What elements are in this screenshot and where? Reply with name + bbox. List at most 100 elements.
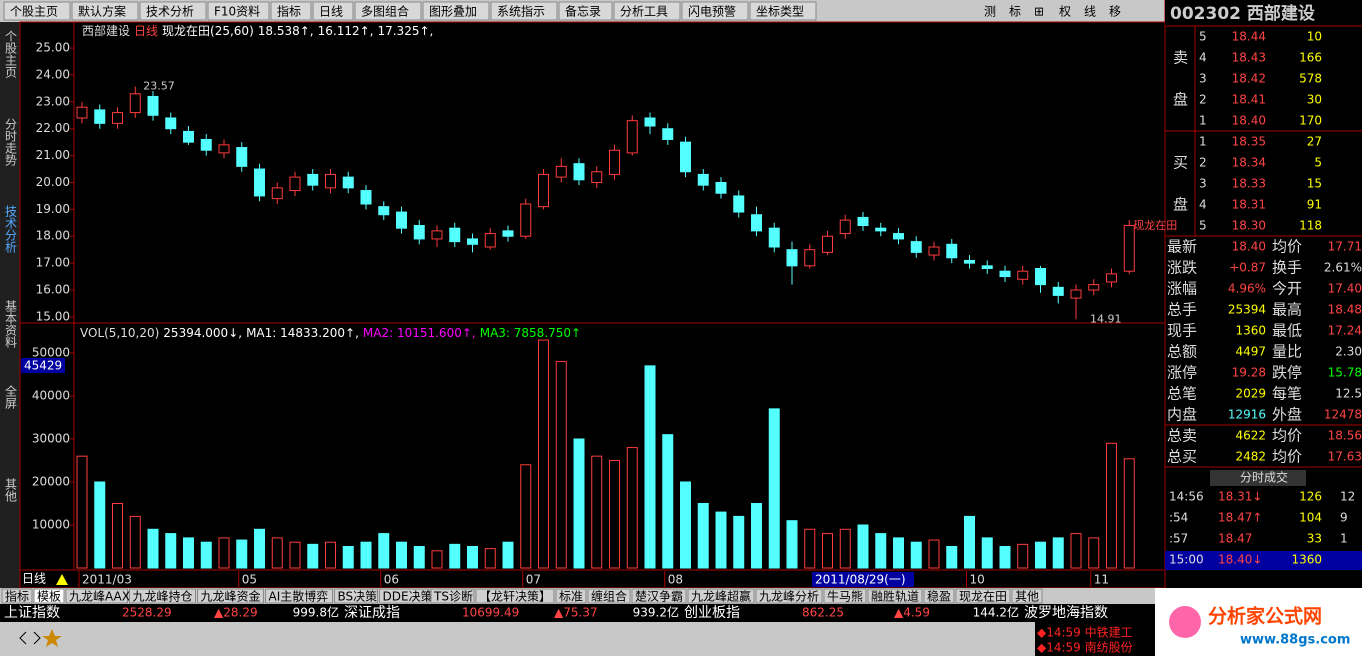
toolbar-icon[interactable]: 移 — [1109, 5, 1121, 19]
toolbar-button[interactable] — [139, 1, 207, 21]
volume-bar — [94, 481, 106, 569]
cursor-date-box — [812, 572, 914, 587]
toolbar-button[interactable] — [207, 1, 270, 21]
stat-label: 涨停 — [1167, 364, 1197, 382]
toolbar-button[interactable] — [422, 1, 490, 21]
bottom-tab[interactable] — [587, 588, 631, 604]
bottom-tab[interactable] — [755, 588, 823, 604]
volume-bar — [200, 541, 212, 569]
volume-bar — [396, 541, 407, 569]
volume-bar — [467, 545, 478, 569]
bottom-tab[interactable] — [955, 588, 1011, 604]
candle-body — [165, 117, 177, 130]
book-level: 5 — [1199, 30, 1207, 44]
stat-value: 2029 — [1235, 387, 1266, 401]
toolbar-button[interactable] — [613, 1, 681, 21]
bottom-tab[interactable] — [923, 588, 955, 604]
candle-body — [1017, 270, 1029, 280]
bottom-tab-label: 九龙峰分析 — [759, 590, 819, 604]
bottom-tab[interactable] — [823, 588, 867, 604]
trade-volume: 33 — [1307, 532, 1322, 546]
candle-body — [1088, 284, 1100, 291]
candle-body — [76, 106, 88, 119]
bottom-tab[interactable] — [334, 588, 378, 604]
index-change: ▲28.29 — [214, 606, 258, 620]
bottom-tab-label: 九龙峰资金 — [201, 589, 261, 604]
bottom-tab[interactable] — [475, 588, 555, 604]
bottom-tab[interactable] — [430, 588, 475, 604]
side-tab[interactable]: 其他 — [4, 478, 18, 502]
stat-label: 最高 — [1272, 301, 1302, 319]
candle-body — [591, 171, 603, 183]
min-annotation: 14.91 — [1090, 312, 1122, 325]
toolbar-button[interactable] — [354, 1, 422, 21]
candle-body — [1106, 273, 1117, 283]
volume-bar — [857, 524, 869, 569]
bottom-tab[interactable] — [65, 588, 128, 604]
bottom-tab[interactable] — [631, 588, 687, 604]
volume-bar — [289, 541, 301, 569]
toolbar-button[interactable] — [71, 1, 139, 21]
toolbar-icon[interactable]: 测 — [984, 5, 996, 19]
bottom-tab[interactable] — [129, 588, 196, 604]
volume-bar — [910, 541, 922, 569]
toolbar-icon[interactable]: 标 — [1009, 5, 1021, 19]
stat-value: 4622 — [1235, 429, 1266, 443]
book-volume: 27 — [1307, 135, 1322, 149]
side-tab[interactable]: 分时走势 — [4, 118, 18, 166]
toolbar-icon[interactable]: 线 — [1084, 5, 1096, 19]
trade-price: 18.40↓ — [1218, 553, 1262, 567]
side-tab[interactable]: 基本资料 — [4, 300, 18, 348]
candle-body — [822, 235, 833, 253]
bottom-tab[interactable] — [1, 588, 33, 604]
side-tab[interactable]: 个股主页 — [4, 30, 18, 79]
stat-value: 1360 — [1235, 324, 1266, 338]
y-tick-label: 19.00 — [36, 202, 70, 216]
y-tick-label: 23.00 — [36, 94, 70, 108]
volume-bar — [999, 545, 1011, 569]
bottom-tab[interactable] — [687, 588, 755, 604]
candle-body — [129, 93, 141, 114]
candle-body — [112, 112, 123, 124]
candle-body — [680, 141, 691, 173]
volume-bar — [502, 541, 514, 569]
y-tick-label: 50000 — [32, 345, 70, 359]
bottom-tab[interactable] — [379, 588, 430, 604]
stat-value: 17.71 — [1328, 240, 1362, 254]
toolbar-icon[interactable]: 权 — [1059, 5, 1071, 19]
toolbar-button[interactable] — [681, 1, 749, 21]
candle-body — [147, 95, 159, 116]
toolbar-button[interactable] — [749, 1, 817, 21]
book-volume: 91 — [1307, 198, 1322, 212]
toolbar-button[interactable] — [558, 1, 613, 21]
triangle — [56, 574, 68, 585]
toolbar-button[interactable] — [490, 1, 558, 21]
toolbar-icon[interactable]: ⊞ — [1034, 5, 1044, 19]
logo-url: www.88gs.com — [1240, 633, 1350, 648]
book-volume: 170 — [1299, 114, 1322, 128]
trade-price: 18.47 — [1218, 532, 1252, 546]
volume-bar — [1035, 541, 1046, 569]
bottom-tab[interactable] — [867, 588, 923, 604]
y-tick-label: 10000 — [32, 517, 70, 531]
stat-value: 25394 — [1228, 303, 1266, 317]
side-tab[interactable]: 技术分析 — [4, 205, 18, 254]
side-tab[interactable]: 全屏 — [4, 384, 18, 410]
candle-body — [573, 163, 585, 181]
candle-body — [342, 176, 354, 189]
book-side-label: 卖 — [1173, 49, 1188, 67]
toolbar-button[interactable] — [312, 1, 354, 21]
bottom-tab[interactable] — [197, 588, 264, 604]
bottom-tab[interactable] — [33, 588, 65, 604]
stat-label: 今开 — [1272, 280, 1302, 298]
bottom-tab[interactable] — [555, 588, 587, 604]
volume-bar — [822, 533, 833, 569]
bottom-tab[interactable] — [1011, 588, 1043, 604]
volume-header: VOL(5,10,20) 25394.000↓, MA1: 14833.200↑, M… — [80, 326, 581, 340]
toolbar-button[interactable] — [3, 1, 71, 21]
volume-bar — [449, 543, 461, 569]
volume-bar — [893, 537, 904, 569]
toolbar-button[interactable] — [270, 1, 312, 21]
book-volume: 5 — [1314, 156, 1322, 170]
bottom-tab[interactable] — [265, 588, 333, 604]
